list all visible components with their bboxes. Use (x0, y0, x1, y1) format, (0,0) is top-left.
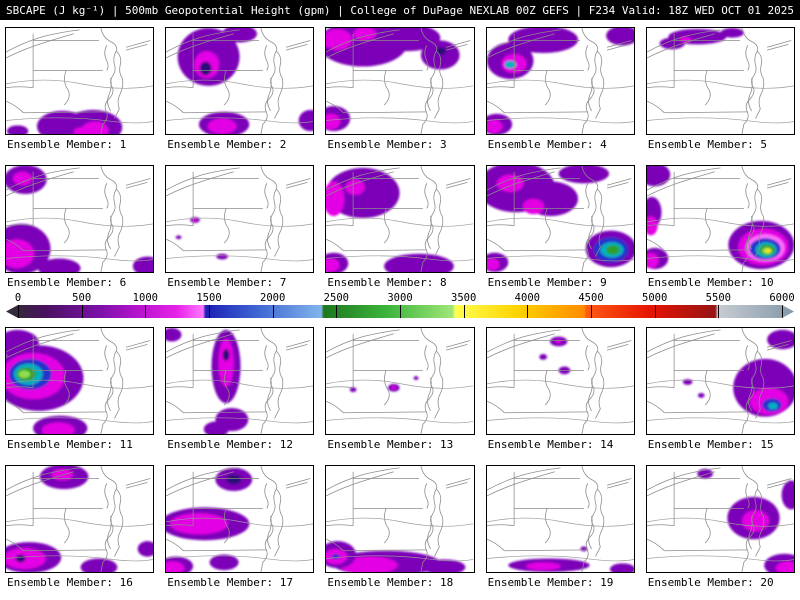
ensemble-member-cell: Ensemble Member: 13 (325, 327, 475, 451)
colorbar-tick-label: 2000 (260, 292, 286, 304)
ensemble-member-cell: Ensemble Member: 3 (325, 27, 475, 151)
panel-row-2: Ensemble Member: 6 Ensemble Member: 7 Ense… (0, 165, 800, 289)
ensemble-member-label: Ensemble Member: 15 (647, 438, 774, 451)
ensemble-member-cell: Ensemble Member: 10 (645, 165, 795, 289)
ensemble-member-label: Ensemble Member: 16 (7, 576, 133, 589)
colorbar-tick (591, 305, 592, 318)
ensemble-member-cell: Ensemble Member: 18 (325, 465, 475, 589)
colorbar-tick (82, 305, 83, 318)
ensemble-member-label: Ensemble Member: 2 (167, 138, 287, 151)
colorbar-tick-label: 5500 (705, 292, 731, 304)
ensemble-member-label: Ensemble Member: 17 (167, 576, 294, 589)
colorbar-tick (782, 305, 783, 318)
colorbar-tick (718, 305, 719, 318)
ensemble-member-cell: Ensemble Member: 15 (645, 327, 795, 451)
colorbar-tick-label: 3000 (387, 292, 413, 304)
colorbar-tick-label: 5000 (642, 292, 668, 304)
cape-map-panel (485, 465, 635, 573)
cape-map-panel (165, 165, 315, 273)
ensemble-member-cell: Ensemble Member: 12 (165, 327, 315, 451)
cape-map-panel (325, 465, 475, 573)
colorbar-tick (527, 305, 528, 318)
colorbar-tick-labels: 0 500 1000 1500 2000 2500 3000 3500 4000 4500 5000… (6, 292, 795, 304)
colorbar-tick-label: 6000 (769, 292, 795, 304)
colorbar-tick-label: 1500 (196, 292, 222, 304)
panel-row-1: Ensemble Member: 1 Ensemble Member: 2 Ense… (0, 27, 800, 151)
ensemble-member-cell: Ensemble Member: 8 (325, 165, 475, 289)
colorbar-tick (400, 305, 401, 318)
ensemble-member-label: Ensemble Member: 5 (647, 138, 768, 151)
cape-map-panel (325, 165, 475, 273)
cape-map-panel (645, 465, 795, 573)
ensemble-member-cell: Ensemble Member: 6 (5, 165, 155, 289)
colorbar-tick (145, 305, 146, 318)
ensemble-member-cell: Ensemble Member: 11 (5, 327, 155, 451)
ensemble-member-label: Ensemble Member: 20 (647, 576, 774, 589)
page-title: SBCAPE (J kg⁻¹) | 500mb Geopotential Hei… (5, 3, 795, 17)
cape-map-panel (325, 327, 475, 435)
ensemble-member-label: Ensemble Member: 7 (167, 276, 287, 289)
colorbar-tick (655, 305, 656, 318)
ensemble-member-cell: Ensemble Member: 4 (485, 27, 635, 151)
ensemble-member-cell: Ensemble Member: 9 (485, 165, 635, 289)
ensemble-member-label: Ensemble Member: 9 (487, 276, 607, 289)
ensemble-member-cell: Ensemble Member: 19 (485, 465, 635, 589)
ensemble-member-cell: Ensemble Member: 1 (5, 27, 155, 151)
ensemble-member-cell: Ensemble Member: 7 (165, 165, 315, 289)
ensemble-member-label: Ensemble Member: 18 (327, 576, 454, 589)
colorbar-tick-label: 3500 (451, 292, 477, 304)
ensemble-member-label: Ensemble Member: 4 (487, 138, 607, 151)
colorbar-tick (209, 305, 210, 318)
cape-map-panel (485, 327, 635, 435)
cape-map-panel (165, 27, 315, 135)
colorbar-tick-label: 500 (72, 292, 92, 304)
ensemble-member-label: Ensemble Member: 19 (487, 576, 614, 589)
cape-map-panel (485, 165, 635, 273)
colorbar-tick (336, 305, 337, 318)
ensemble-member-cell: Ensemble Member: 17 (165, 465, 315, 589)
cape-map-panel (645, 327, 795, 435)
cape-map-panel (485, 27, 635, 135)
ensemble-grid: Ensemble Member: 1 Ensemble Member: 2 Ense… (0, 27, 800, 589)
cape-map-panel (5, 327, 155, 435)
cape-map-panel (645, 165, 795, 273)
ensemble-member-cell: Ensemble Member: 16 (5, 465, 155, 589)
ensemble-member-label: Ensemble Member: 8 (327, 276, 447, 289)
ensemble-member-label: Ensemble Member: 13 (327, 438, 454, 451)
ensemble-member-cell: Ensemble Member: 2 (165, 27, 315, 151)
colorbar: 0 500 1000 1500 2000 2500 3000 3500 4000 4500 5000… (6, 292, 795, 320)
ensemble-member-label: Ensemble Member: 12 (167, 438, 294, 451)
cape-map-panel (165, 465, 315, 573)
cape-map-panel (5, 465, 155, 573)
ensemble-member-label: Ensemble Member: 3 (327, 138, 447, 151)
colorbar-tick (273, 305, 274, 318)
colorbar-tick-label: 0 (14, 292, 22, 304)
cape-map-panel (645, 27, 795, 135)
ensemble-member-label: Ensemble Member: 14 (487, 438, 614, 451)
colorbar-tick (464, 305, 465, 318)
colorbar-gradient-bar (6, 305, 794, 318)
colorbar-tick-label: 2500 (323, 292, 349, 304)
ensemble-member-cell: Ensemble Member: 14 (485, 327, 635, 451)
panel-row-3: Ensemble Member: 11 Ensemble Member: 12 En… (0, 327, 800, 451)
ensemble-member-label: Ensemble Member: 11 (7, 438, 133, 451)
cape-map-panel (325, 27, 475, 135)
ensemble-member-label: Ensemble Member: 10 (647, 276, 774, 289)
cape-map-panel (165, 327, 315, 435)
ensemble-member-label: Ensemble Member: 1 (7, 138, 127, 151)
colorbar-tick-label: 4500 (578, 292, 604, 304)
ensemble-member-cell: Ensemble Member: 20 (645, 465, 795, 589)
colorbar-tick-label: 1000 (132, 292, 158, 304)
ensemble-member-label: Ensemble Member: 6 (7, 276, 127, 289)
cape-map-panel (5, 27, 155, 135)
cape-map-panel (5, 165, 155, 273)
ensemble-member-cell: Ensemble Member: 5 (645, 27, 795, 151)
panel-row-4: Ensemble Member: 16 Ensemble Member: 17 En… (0, 465, 800, 589)
colorbar-tick-label: 4000 (514, 292, 540, 304)
title-bar: SBCAPE (J kg⁻¹) | 500mb Geopotential Hei… (0, 0, 800, 20)
colorbar-tick (18, 305, 19, 318)
